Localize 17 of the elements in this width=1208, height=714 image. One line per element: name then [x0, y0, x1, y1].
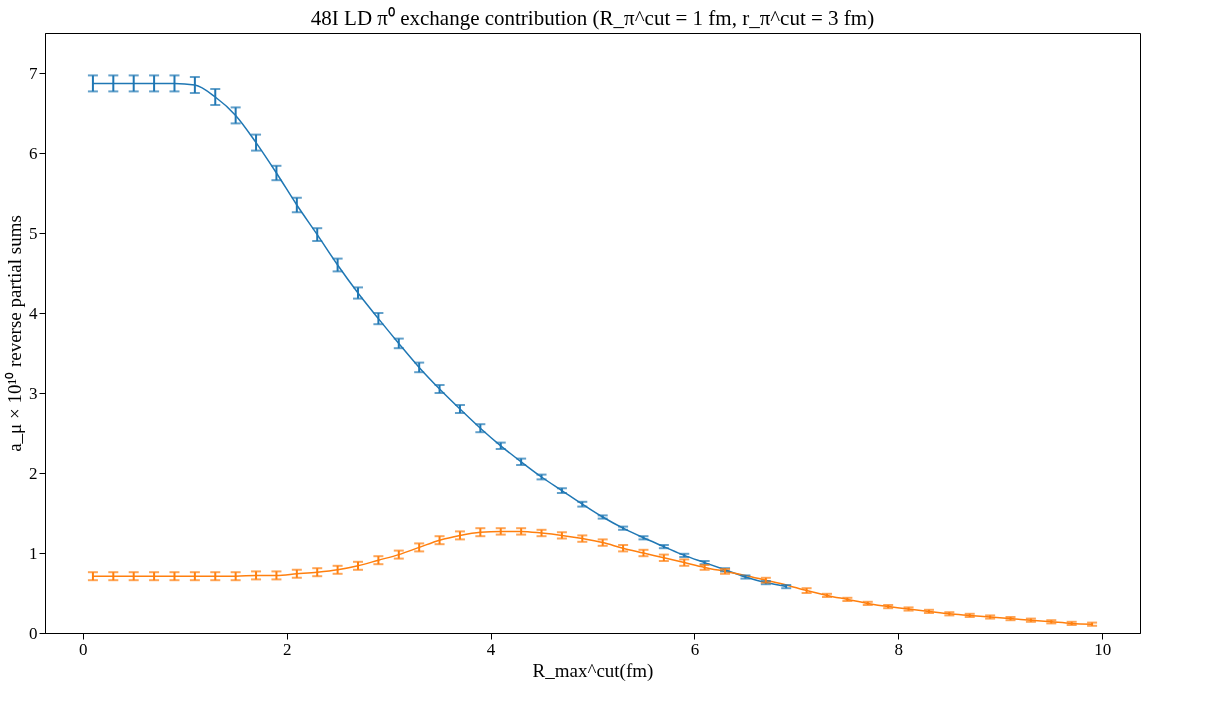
y-tick-label: 1 — [29, 543, 38, 563]
x-tick-label: 2 — [282, 639, 292, 659]
y-tick-label: 7 — [29, 63, 38, 83]
x-tick-label: 0 — [78, 639, 88, 659]
y-tick-label: 2 — [29, 463, 38, 483]
y-tick-label: 5 — [29, 223, 38, 243]
x-tick-label: 4 — [486, 639, 496, 659]
chart-title: 48I LD π⁰ exchange contribution (R_π^cut = 1 fm, r_π^cut = 3 fm) — [310, 6, 875, 30]
y-tick-label: 0 — [29, 623, 38, 643]
x-tick-label: 6 — [690, 639, 700, 659]
x-axis-title: R_max^cut(fm) — [532, 659, 654, 682]
x-tick-label: 8 — [894, 639, 904, 659]
x-tick-label: 10 — [1094, 639, 1112, 659]
y-axis-title: a_μ × 10¹⁰ reverse partial sums — [4, 215, 25, 452]
y-tick-label: 3 — [29, 383, 38, 403]
y-tick-label: 4 — [29, 303, 38, 323]
y-tick-label: 6 — [29, 143, 38, 163]
